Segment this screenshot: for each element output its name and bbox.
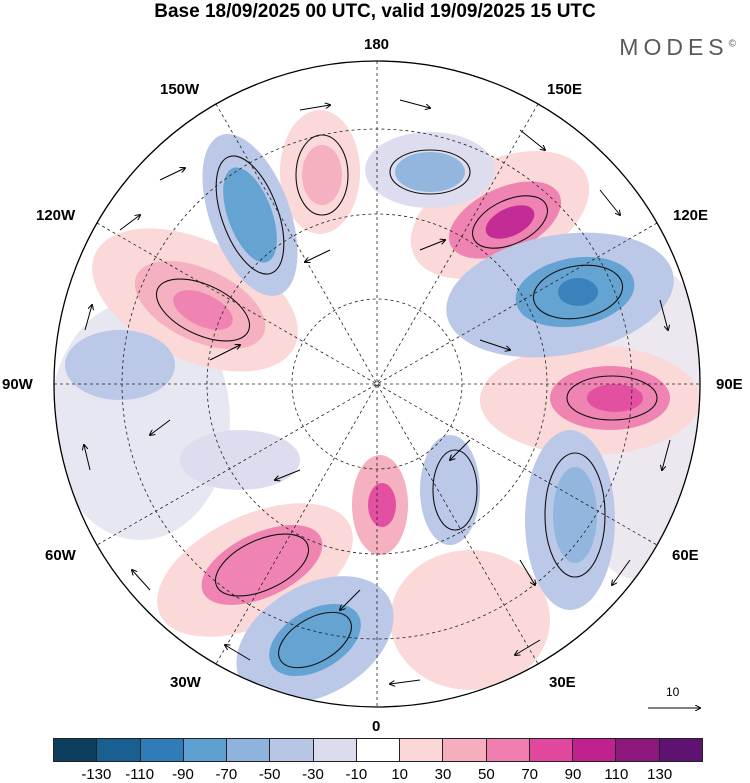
- brand-text: MODES: [619, 34, 729, 60]
- colorbar-swatch: [269, 739, 313, 761]
- colorbar-tick-label: -30: [302, 766, 324, 783]
- wind-arrow: [84, 445, 91, 471]
- chart-title: Base 18/09/2025 00 UTC, valid 19/09/2025…: [154, 1, 596, 22]
- lon-label-30e: 30E: [549, 674, 576, 691]
- wind-arrow: [419, 240, 445, 251]
- colorbar-swatch: [355, 739, 400, 761]
- anomaly-neg-8: [180, 430, 300, 490]
- colorbar-tick-label: 110: [604, 766, 629, 783]
- colorbar-swatch: [54, 739, 97, 761]
- colorbar-swatch: [658, 739, 702, 761]
- contours: [155, 134, 658, 669]
- colorbar-swatch: [485, 739, 529, 761]
- modes-logo: MODES©: [619, 34, 736, 61]
- lon-label-120w: 120W: [36, 207, 76, 224]
- lon-label-180: 180: [364, 36, 390, 53]
- wind-arrow: [659, 299, 668, 330]
- wind-arrow: [119, 215, 140, 231]
- wind-arrow: [662, 439, 671, 470]
- polar-map: [53, 60, 750, 730]
- colorbar-swatch: [572, 739, 616, 761]
- colorbar-swatch: [96, 739, 140, 761]
- wind-arrow: [450, 439, 471, 460]
- lon-label-60e: 60E: [672, 547, 699, 564]
- colorbar-swatch: [182, 739, 227, 761]
- graticule: [54, 61, 700, 707]
- lon-label-150w: 150W: [160, 81, 200, 98]
- anomaly-neg-3c: [558, 278, 598, 306]
- lon-label-120e: 120E: [673, 207, 709, 224]
- colorbar-tick-label: -130: [81, 766, 112, 783]
- anomaly-neg-4b: [553, 467, 597, 563]
- wind-arrow: [132, 570, 151, 591]
- brand-mark: ©: [728, 38, 736, 50]
- wind-vectors: [84, 99, 671, 684]
- colorbar-swatch: [615, 739, 659, 761]
- lon-label-150e: 150E: [547, 81, 583, 98]
- colorbar-tick-label: 50: [477, 766, 495, 783]
- vector-reference-label: 10: [666, 685, 680, 699]
- lon-label-60w: 60W: [45, 547, 76, 564]
- colorbar-swatch: [312, 739, 356, 761]
- anomaly-pos-4c: [587, 384, 643, 412]
- anomaly-pos-6b: [201, 525, 323, 605]
- wind-arrow: [519, 559, 535, 585]
- wind-arrow: [299, 105, 330, 111]
- colorbar-tick-label: -90: [172, 766, 194, 783]
- lon-label-90e: 90E: [716, 376, 743, 393]
- map-disk: [54, 61, 700, 707]
- anomaly-pos-1c: [173, 290, 233, 330]
- wind-arrow: [399, 99, 430, 108]
- wind-arrow: [599, 189, 620, 215]
- wind-arrow: [612, 559, 631, 585]
- wind-arrow: [275, 469, 301, 480]
- wind-arrow: [519, 129, 545, 150]
- anomaly-neg-7: [65, 330, 175, 400]
- colorbar-tick-label: -70: [215, 766, 238, 783]
- colorbar-swatch: [442, 739, 486, 761]
- wind-arrow: [225, 645, 251, 661]
- wind-arrow: [159, 168, 185, 181]
- wind-arrow: [209, 345, 240, 361]
- wind-arrow: [150, 419, 171, 435]
- colorbar-tick-label: 30: [434, 766, 452, 783]
- colorbar-tick-label: 10: [391, 766, 408, 783]
- colorbar-tick-label: -50: [258, 766, 281, 783]
- colorbar-tick-label: 130: [647, 766, 673, 783]
- lon-label-0: 0: [372, 718, 381, 735]
- anomaly-pos-5b: [368, 483, 396, 527]
- anomaly-neg-2b: [395, 152, 465, 192]
- colorbar-swatch: [139, 739, 183, 761]
- wind-arrow: [340, 589, 361, 610]
- lon-label-90w: 90W: [2, 376, 33, 393]
- colorbar: [53, 738, 703, 762]
- anomaly-pos-3c: [485, 205, 535, 239]
- wind-arrow: [390, 679, 421, 684]
- colorbar-tick-label: -10: [345, 766, 368, 783]
- anomaly-neg-5: [420, 435, 480, 545]
- colorbar-tick-label: -110: [125, 766, 155, 783]
- map-boundary: [53, 60, 701, 708]
- wind-arrow: [84, 305, 92, 331]
- colorbar-swatch: [399, 739, 443, 761]
- colorbar-tick-label: 70: [521, 766, 538, 783]
- colorbar-swatch: [528, 739, 573, 761]
- anomaly-pos-2b: [302, 145, 342, 205]
- wind-arrow: [479, 339, 510, 350]
- anomaly-neg-1b: [223, 167, 277, 263]
- colorbar-swatch: [226, 739, 270, 761]
- wind-arrow: [305, 249, 331, 262]
- anomaly-neg-6b: [269, 603, 361, 677]
- wind-arrow: [515, 639, 541, 655]
- anomaly-pos-7: [390, 550, 550, 690]
- lon-label-30w: 30W: [170, 674, 201, 691]
- colorbar-tick-label: 90: [564, 766, 582, 783]
